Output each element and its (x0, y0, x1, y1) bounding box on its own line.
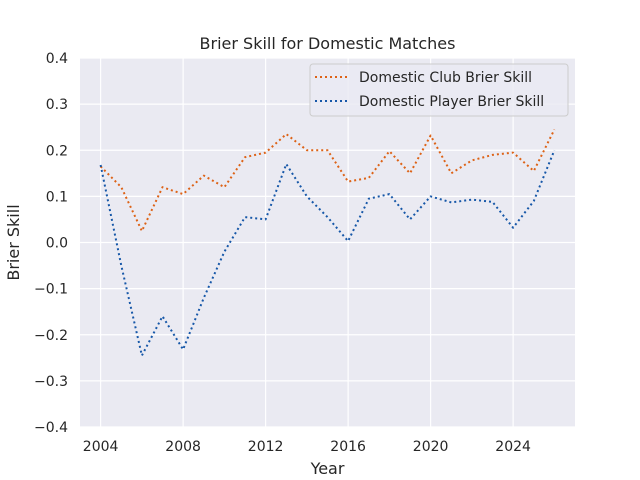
x-tick-labels: 2004 2008 2012 2016 2020 2024 (83, 439, 531, 455)
y-tick-label: 0.1 (46, 189, 68, 205)
chart-title: Brier Skill for Domestic Matches (200, 34, 456, 53)
legend-label-player: Domestic Player Brier Skill (359, 94, 544, 110)
x-tick-label: 2016 (330, 439, 366, 455)
y-tick-label: 0.0 (46, 236, 68, 252)
legend-box (309, 63, 569, 117)
grid (80, 57, 575, 428)
y-tick-label: −0.2 (34, 328, 68, 344)
legend: Domestic Club Brier Skill Domestic Playe… (309, 63, 569, 117)
series-line-club (99, 129, 556, 232)
x-tick-label: 2024 (495, 439, 531, 455)
x-tick-label: 2004 (83, 439, 119, 455)
x-tick-label: 2020 (413, 439, 449, 455)
y-tick-label: 0.2 (46, 143, 68, 159)
y-tick-label: −0.4 (34, 420, 68, 436)
y-tick-label: 0.4 (46, 51, 68, 67)
series-line-player (99, 149, 556, 357)
y-tick-label: 0.3 (46, 97, 68, 113)
y-tick-labels: 0.4 0.3 0.2 0.1 0.0 −0.1 −0.2 −0.3 −0.4 (34, 51, 68, 436)
x-tick-label: 2012 (248, 439, 284, 455)
y-tick-label: −0.1 (34, 282, 68, 298)
x-tick-label: 2008 (165, 439, 201, 455)
y-tick-label: −0.3 (34, 374, 68, 390)
x-axis-label: Year (310, 459, 345, 478)
y-axis-label: Brier Skill (4, 204, 23, 280)
series-lines (99, 129, 556, 357)
legend-label-club: Domestic Club Brier Skill (359, 70, 532, 86)
